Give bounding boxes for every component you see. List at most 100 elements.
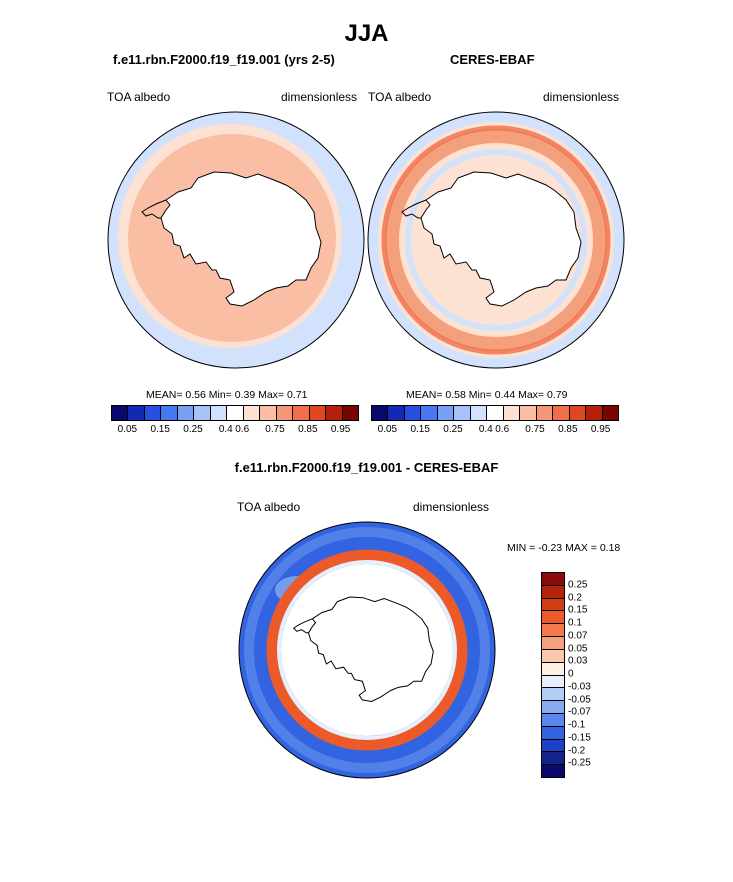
colorbar-swatch [542, 649, 564, 663]
colorbar-swatch [542, 662, 564, 676]
panel1-mean-value: 0.56 [185, 389, 206, 401]
colorbar-level-label: 0.07 [568, 630, 588, 642]
panel3-coastline [307, 596, 434, 703]
colorbar-swatch [542, 739, 564, 753]
panel1-left-label: TOA albedo [107, 90, 171, 104]
colorbar-level-label: 0.2 [568, 592, 582, 603]
colorbar-swatch [243, 406, 261, 420]
panel1-missing-data [206, 210, 266, 270]
colorbar-level-label: 0.03 [568, 655, 588, 667]
panel1-map [107, 111, 365, 369]
colorbar-level-label: -0.15 [568, 732, 591, 744]
colorbar-swatch [503, 406, 521, 420]
colorbar-level-label: -0.05 [568, 694, 591, 705]
panel3-map [238, 521, 496, 779]
colorbar-swatch [144, 406, 162, 420]
colorbar-swatch [326, 406, 343, 420]
colorbar-swatch [372, 406, 389, 420]
colorbar-tick-label: 0.6 [495, 424, 510, 435]
panel1-min-label: Min= [208, 389, 232, 401]
colorbar-tick-label: 0.25 [183, 424, 203, 435]
panel1-stats: MEAN= 0.56 Min= 0.39 Max= 0.71 [146, 389, 307, 401]
colorbar-tick-label: 0.4 [218, 424, 233, 435]
colorbar-level-label: -0.03 [568, 681, 591, 693]
colorbar-level-label: 0.1 [568, 617, 582, 629]
colorbar-swatch [542, 624, 564, 638]
colorbar-swatch [542, 726, 564, 740]
panel1-title: f.e11.rbn.F2000.f19_f19.001 (yrs 2-5) [113, 52, 335, 67]
panel2-max-value: 0.79 [546, 389, 568, 401]
panel2-min-value: 0.44 [494, 389, 516, 401]
panel1-min-value: 0.39 [234, 389, 256, 401]
panel2-left-label: TOA albedo [368, 90, 432, 104]
colorbar-swatch [342, 406, 359, 420]
panel3-colorbar [541, 572, 565, 778]
panel2-ring-2 [385, 129, 607, 351]
panel2-map-border [367, 111, 625, 369]
colorbar-swatch [542, 598, 564, 612]
colorbar-swatch [553, 406, 570, 420]
colorbar-swatch [602, 406, 619, 420]
colorbar-swatch [542, 713, 564, 727]
panel1-map-border [107, 111, 365, 369]
colorbar-level-label: 0 [568, 668, 574, 680]
colorbar-tick-label: 0.05 [377, 424, 398, 435]
colorbar-swatch [404, 406, 422, 420]
colorbar-swatch [276, 406, 294, 420]
colorbar-tick-label: 0.95 [590, 424, 611, 435]
panel2-ring-3 [381, 125, 611, 355]
panel2-field [368, 112, 624, 368]
colorbar-swatch [470, 406, 488, 420]
colorbar-tick-label: 0.15 [410, 424, 430, 435]
panel1-max-value: 0.71 [286, 389, 308, 401]
colorbar-swatch [210, 406, 228, 420]
colorbar-tick-label: 0.25 [443, 424, 463, 435]
panel3-minmax: MIN = -0.23 MAX = 0.18 [507, 542, 620, 554]
panel3-left-label: TOA albedo [237, 500, 301, 514]
colorbar-tick-label: 0.05 [117, 424, 138, 435]
colorbar-swatch [112, 406, 129, 420]
panel3-colorbar-ticks: 0.25 0.2 0.15 0.1 0.07 0.05 0.03 0 -0.03 -0.05 -0.… [568, 572, 608, 776]
colorbar-swatch [542, 688, 564, 702]
colorbar-tick-label: 0.75 [525, 424, 545, 435]
colorbar-swatch [542, 585, 564, 599]
panel3-map-border [238, 521, 496, 779]
colorbar-swatch [542, 637, 564, 650]
panel2-right-label: dimensionless [543, 90, 620, 104]
colorbar-level-label: 0.25 [568, 579, 588, 591]
colorbar-tick-label: 0.75 [265, 424, 285, 435]
colorbar-level-label: -0.2 [568, 745, 586, 756]
colorbar-swatch [542, 765, 564, 777]
colorbar-swatch [161, 406, 178, 420]
panel2-mean-label: MEAN= [406, 389, 443, 401]
colorbar-swatch [542, 675, 564, 689]
colorbar-tick-label: 0.85 [298, 424, 318, 435]
panel1-field [108, 112, 364, 368]
colorbar-level-label: 0.15 [568, 604, 588, 616]
panel2-title: CERES-EBAF [450, 52, 535, 67]
colorbar-swatch [454, 406, 471, 420]
panel2-continent-fill [421, 172, 581, 306]
colorbar-swatch [542, 752, 564, 766]
colorbar-tick-label: 0.85 [558, 424, 578, 435]
panel1-colorbar [111, 405, 359, 421]
colorbar-swatch [520, 406, 537, 420]
panel2-colorbar-ticks: 0.05 0.15 0.25 0.4 0.6 0.75 0.85 0.95 [371, 424, 617, 438]
colorbar-swatch [194, 406, 211, 420]
colorbar-level-label: -0.25 [568, 757, 591, 769]
panel2-coastline [420, 171, 582, 307]
colorbar-swatch [128, 406, 145, 420]
panel2-map [367, 111, 625, 369]
colorbar-tick-label: 0.6 [235, 424, 250, 435]
figure-title: JJA [344, 20, 389, 47]
colorbar-swatch [542, 573, 564, 586]
colorbar-swatch [569, 406, 587, 420]
panel3-ring-4 [266, 549, 468, 751]
panel2-min-label: Min= [468, 389, 492, 401]
panel3-max-value: 0.18 [599, 542, 621, 554]
panel3-max-label: MAX = [565, 542, 597, 554]
colorbar-swatch [542, 701, 564, 714]
colorbar-tick-label: 0.4 [478, 424, 493, 435]
colorbar-level-label: 0.05 [568, 643, 588, 654]
panel3-ring-1 [244, 527, 490, 773]
